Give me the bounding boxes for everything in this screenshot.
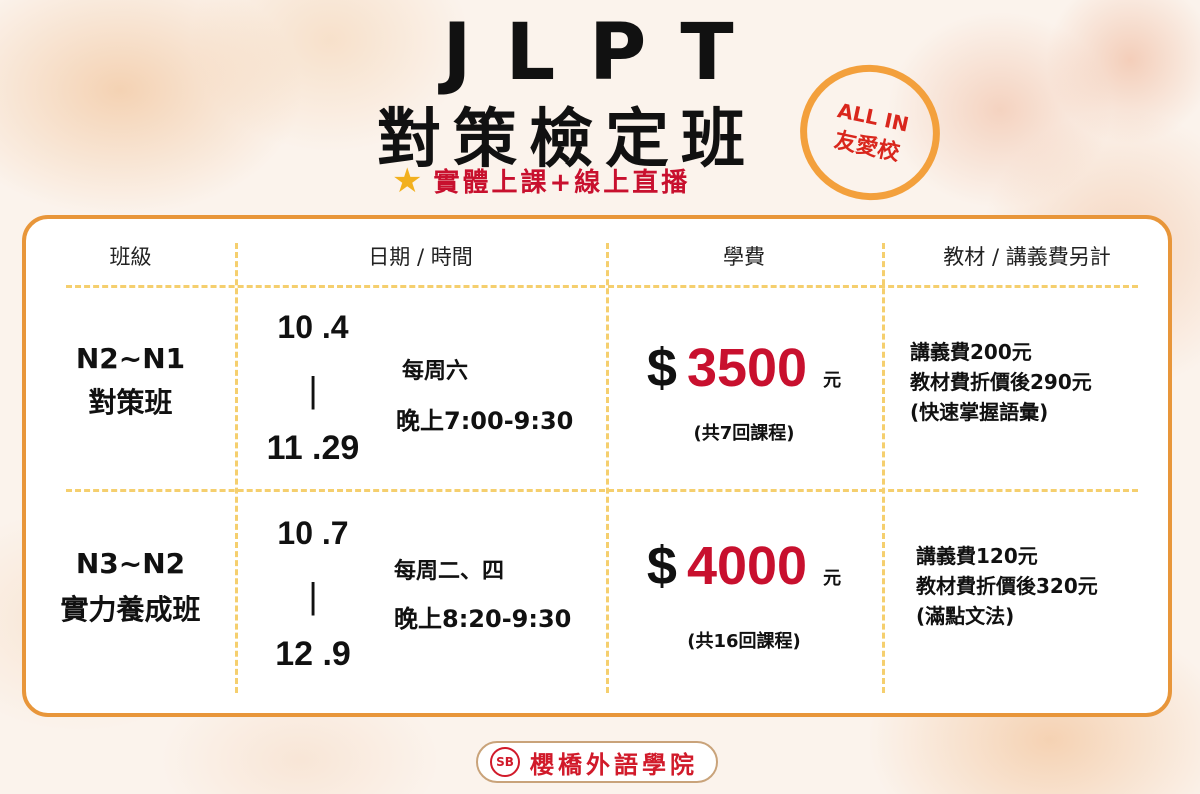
class-name: N3~N2 實力養成班: [26, 541, 235, 633]
school-logo-banner: SB 櫻橋外語學院: [476, 741, 718, 783]
textbook-name: (滿點文法): [916, 604, 1015, 628]
schedule-table: 班級 日期 / 時間 學費 教材 / 講義費另計 N2~N1 對策班 10 .4…: [22, 215, 1172, 717]
school-name: 櫻橋外語學院: [530, 750, 698, 779]
time-text: 晚上8:20-9:30: [394, 605, 572, 633]
class-title: 實力養成班: [60, 593, 201, 626]
divider: [882, 243, 885, 693]
materials: 講義費200元 教材費折價後290元 (快速掌握語彙): [910, 337, 1092, 427]
currency: $: [646, 536, 677, 596]
handout-fee: 講義費120元: [916, 544, 1038, 568]
sessions: (共16回課程): [687, 631, 801, 652]
price-value: 4000: [686, 536, 808, 596]
price: $ 4000 元: [616, 535, 872, 597]
class-level: N2~N1: [75, 342, 186, 375]
time: 晚上8:20-9:30: [386, 599, 598, 634]
time: 晚上7:00-9:30: [386, 401, 598, 436]
currency: $: [646, 338, 677, 398]
subtitle: ★ 實體上課+線上直播: [392, 162, 690, 199]
divider: [66, 285, 1138, 288]
sakura-logo-icon: SB: [490, 747, 520, 777]
header-fee: 學費: [723, 245, 765, 269]
subtitle-text: 實體上課+線上直播: [433, 168, 691, 198]
end-date: 11 .29: [266, 429, 360, 467]
divider: [606, 243, 609, 693]
materials: 講義費120元 教材費折價後320元 (滿點文法): [916, 541, 1098, 631]
class-level: N3~N2: [75, 547, 186, 580]
price-unit: 元: [823, 568, 842, 589]
title-jlpt: JLPT: [442, 8, 768, 98]
textbook-fee: 教材費折價後320元: [916, 574, 1098, 598]
divider: [235, 243, 238, 693]
time-text: 晚上7:00-9:30: [396, 407, 574, 435]
sessions: (共7回課程): [693, 423, 795, 444]
end-date: 12 .9: [275, 635, 351, 673]
weekday: 每周二、四: [394, 559, 505, 584]
title-course: 對策檢定班: [377, 103, 757, 177]
start-date: 10 .7: [277, 515, 349, 551]
header-class: 班級: [109, 245, 152, 269]
date-separator: |: [308, 369, 318, 410]
divider: [66, 489, 1138, 492]
price-unit: 元: [823, 370, 842, 391]
price-value: 3500: [686, 338, 808, 398]
weekday: 每周六: [402, 359, 469, 384]
class-name: N2~N1 對策班: [26, 337, 235, 425]
date-separator: |: [308, 575, 318, 616]
header-date: 日期 / 時間: [368, 245, 473, 269]
price: $ 3500 元: [616, 337, 872, 399]
handout-fee: 講義費200元: [910, 340, 1032, 364]
star-icon: ★: [392, 160, 426, 201]
header-material: 教材 / 講義費另計: [943, 245, 1111, 269]
textbook-name: (快速掌握語彙): [910, 400, 1049, 424]
start-date: 10 .4: [277, 309, 349, 345]
class-title: 對策班: [88, 386, 173, 419]
textbook-fee: 教材費折價後290元: [910, 370, 1092, 394]
